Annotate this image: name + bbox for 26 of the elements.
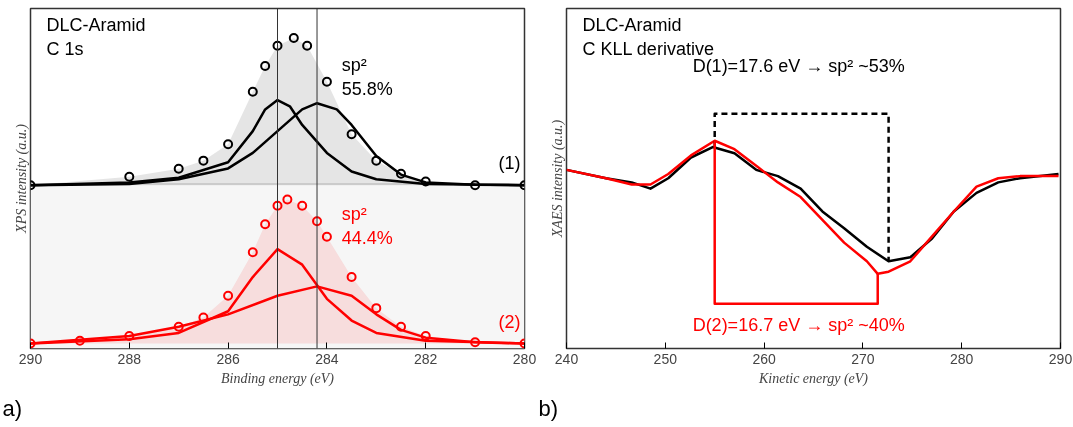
x-tick-label: 282	[414, 350, 438, 367]
x-tick-label: 250	[653, 350, 678, 367]
x-tick-label: 284	[315, 350, 339, 367]
text: D(1)=17.6 eV → sp² ~53%	[692, 56, 905, 77]
x-tick-label: 280	[512, 350, 537, 367]
text: a)	[2, 395, 23, 421]
annotation: sp² 44.4%	[341, 204, 393, 249]
chart-title: DLC-Aramid C KLL derivative	[582, 14, 714, 59]
text: D(2)=16.7 eV → sp² ~40%	[692, 314, 905, 335]
y-axis-title: XAES intensity (a.u.)	[549, 119, 566, 239]
x-axis-title: Kinetic energy (eV)	[757, 370, 869, 387]
x-tick-label: 240	[554, 350, 579, 367]
x-tick-label: 286	[216, 350, 240, 367]
series-label: (2)	[498, 311, 521, 332]
x-tick-label: 270	[851, 350, 875, 367]
annotation: sp² 55.8%	[341, 54, 393, 99]
x-tick-label: 288	[117, 350, 142, 367]
x-tick-label: 280	[950, 350, 974, 367]
y-axis-title: XPS intensity (a.u.)	[13, 123, 30, 234]
x-tick-label: 290	[18, 350, 43, 367]
text: b)	[538, 395, 559, 421]
x-tick-label: 290	[1048, 350, 1073, 367]
x-tick-label: 260	[752, 350, 776, 367]
chart-title: DLC-Aramid C 1s	[46, 14, 146, 59]
x-axis-title: Binding energy (eV)	[221, 370, 335, 387]
series-label: (1)	[498, 153, 521, 174]
